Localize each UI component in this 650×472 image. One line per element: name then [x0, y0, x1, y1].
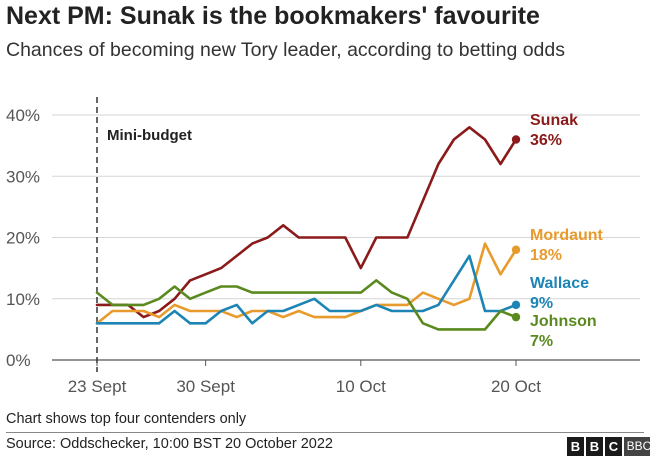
source-text: Source: Oddschecker, 10:00 BST 20 Octobe… — [6, 436, 333, 452]
sunak-value-label: 36% — [530, 132, 562, 149]
chart-title: Next PM: Sunak is the bookmakers' favour… — [6, 2, 540, 30]
x-tick-label: 30 Sept — [176, 377, 235, 396]
y-tick-label: 0% — [6, 351, 31, 370]
logo-block-b2: B — [586, 437, 603, 456]
johnson-end-point — [511, 312, 521, 322]
y-tick-label: 40% — [6, 106, 40, 125]
logo-watermark: BBC — [624, 437, 650, 456]
johnson-line — [95, 279, 518, 331]
mordaunt-line — [95, 242, 518, 325]
x-tick-label: 20 Oct — [491, 377, 541, 396]
footer-divider — [6, 432, 644, 433]
johnson-name-label: Johnson — [530, 313, 597, 330]
x-tick-label: 10 Oct — [336, 377, 386, 396]
mordaunt-value-label: 18% — [530, 247, 562, 264]
line-chart: 0% 10% 20% 30% 40% 23 Sept 30 Sept 10 Oct 20 Oc… — [6, 97, 640, 396]
sunak-end-point — [511, 135, 521, 144]
chart-subtitle: Chances of becoming new Tory leader, acc… — [6, 39, 565, 61]
mordaunt-name-label: Mordaunt — [530, 227, 604, 244]
wallace-line — [95, 254, 518, 325]
sunak-name-label: Sunak — [530, 112, 578, 129]
annotation-label: Mini-budget — [107, 127, 192, 144]
logo-block-b1: B — [567, 437, 584, 456]
wallace-name-label: Wallace — [530, 275, 589, 292]
wallace-value-label: 9% — [530, 295, 553, 312]
y-tick-label: 30% — [6, 167, 40, 186]
y-tick-label: 10% — [6, 290, 40, 309]
bbc-logo: B B C BBC — [567, 437, 650, 456]
x-tick-label: 23 Sept — [68, 377, 127, 396]
sunak-line — [95, 126, 518, 319]
wallace-end-point — [511, 300, 521, 310]
chart-note: Chart shows top four contenders only — [6, 411, 247, 427]
johnson-value-label: 7% — [530, 333, 553, 350]
logo-block-c: C — [605, 437, 622, 456]
mordaunt-end-point — [511, 245, 521, 254]
y-tick-label: 20% — [6, 229, 40, 248]
